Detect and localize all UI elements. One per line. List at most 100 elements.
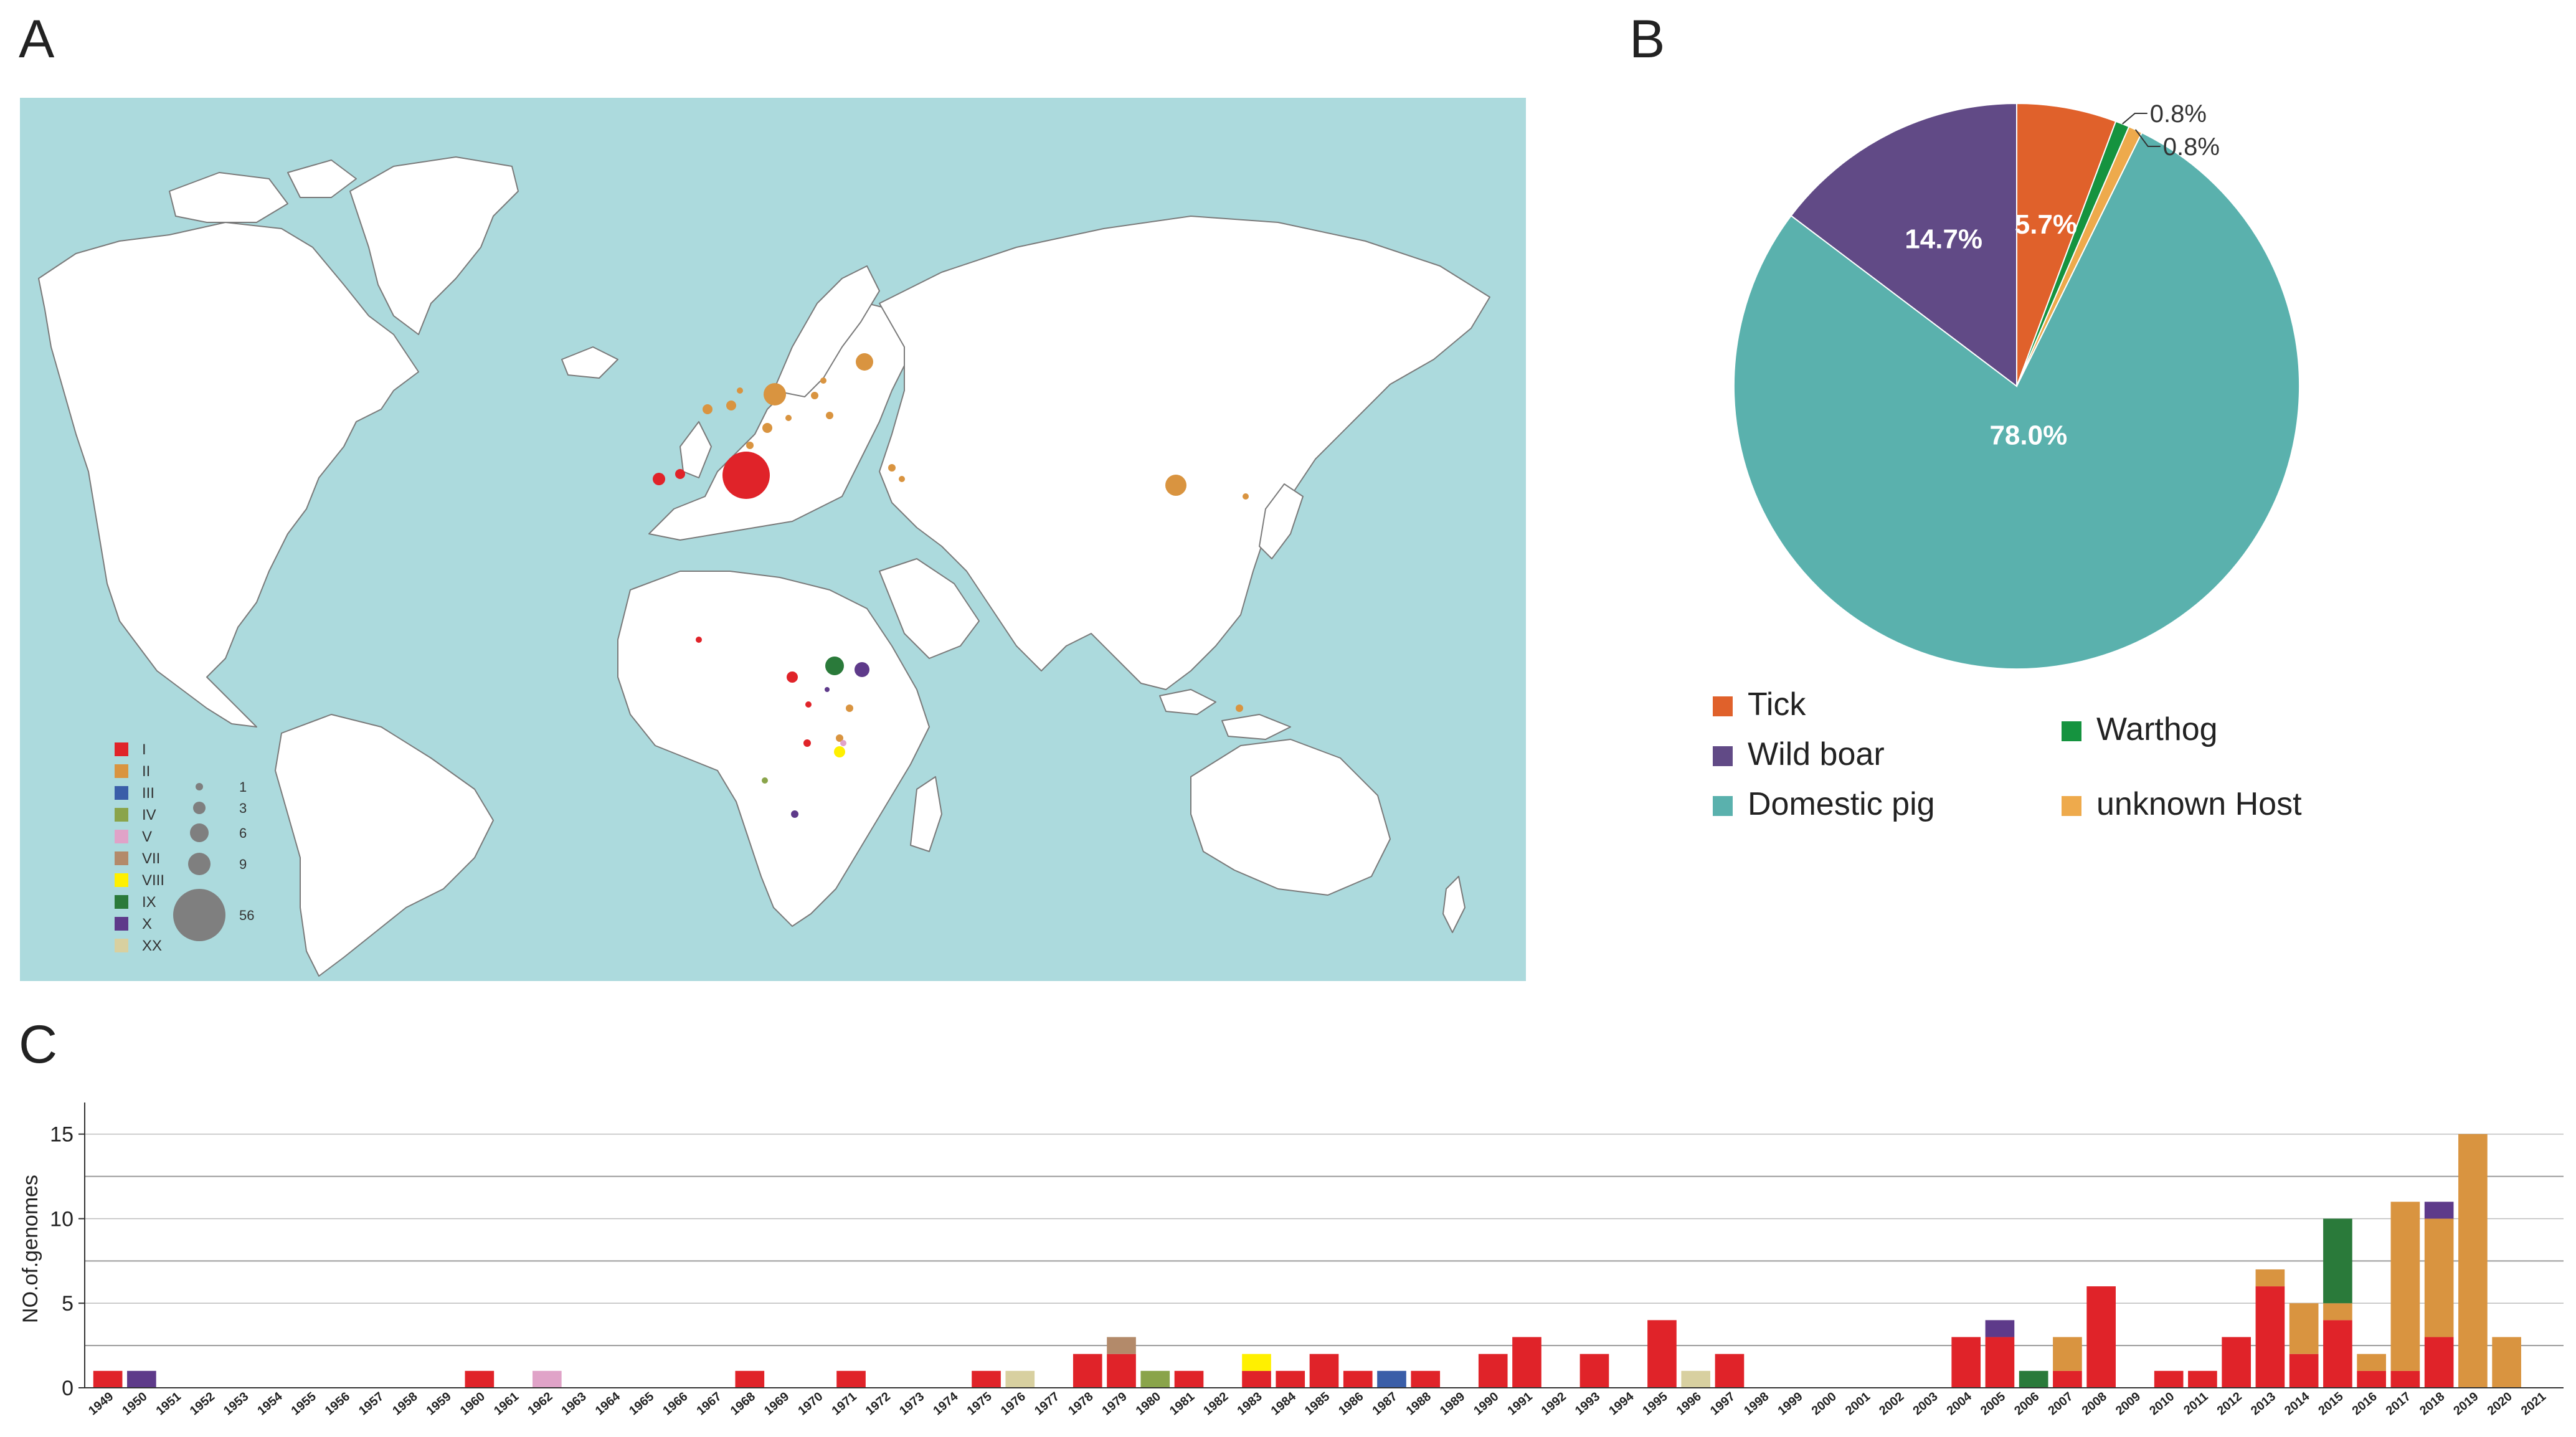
land-north-america [38,222,419,728]
x-tick-label: 1971 [830,1390,859,1418]
bar-segment-1975-i [972,1370,1001,1388]
legend-label-x: X [142,916,152,932]
bar-segment-1962-v [533,1370,562,1388]
x-tick-label: 1990 [1471,1390,1501,1418]
x-tick-label: 1949 [86,1390,116,1418]
x-tick-label: 1978 [1066,1390,1096,1418]
y-axis-label: NO.of.genomes [19,1175,42,1323]
x-tick-label: 2015 [2316,1390,2346,1418]
land-south-america [275,714,494,977]
x-tick-label: 2013 [2248,1390,2278,1418]
pie-slices [1733,102,2300,670]
outbreak-marker-ii [785,415,792,421]
x-tick-label: 1958 [390,1390,420,1418]
pie-legend-label: unknown Host [2096,786,2302,822]
pie-legend-label: Warthog [2096,711,2218,747]
x-tick-label: 1951 [154,1390,184,1418]
x-tick-label: 1999 [1775,1390,1805,1418]
pie-slice-wild-boar [1790,102,2017,388]
legend-label-ix: IX [142,894,156,911]
x-tick-label: 1965 [627,1390,656,1418]
x-tick-label: 1996 [1674,1390,1704,1418]
bar-segment-1984-i [1276,1370,1305,1388]
pie-legend-swatch [2062,721,2081,741]
bar-segment-2016-i [2357,1370,2386,1388]
x-tick-label: 1989 [1437,1390,1467,1418]
world-map-panel: I II III IV V VII VIII IX X XX 1 3 6 9 56 [20,98,1526,981]
outbreak-marker-ii [888,464,896,472]
land-asia [879,216,1490,690]
legend-swatch-iv [115,808,128,822]
pie-legend-swatch [1713,746,1733,766]
outbreak-marker-ii [764,383,786,405]
outbreak-marker-ii [726,401,736,410]
outbreak-marker-ii [820,377,826,384]
legend-swatch-i [115,742,128,756]
x-tick-label: 2011 [2181,1390,2210,1418]
x-tick-label: 2008 [2080,1390,2110,1418]
size-legend-circle [190,823,209,842]
outbreak-marker-ii [1243,493,1249,500]
legend-label-vii: VII [142,850,160,867]
legend-swatch-viii [115,873,128,887]
legend-swatch-ix [115,895,128,909]
bar-segment-2011-i [2188,1370,2217,1388]
x-tick-label: 1970 [795,1390,825,1418]
land-arabia [879,558,980,659]
x-tick-label: 1954 [255,1389,285,1418]
x-tick-label: 2006 [2012,1390,2042,1418]
bar-segment-1991-i [1512,1337,1541,1388]
x-tick-label: 2019 [2451,1390,2481,1418]
pie-label-domestic-pig: 78.0% [1989,420,2067,451]
pie-slice-domestic-pig [1733,131,2300,670]
bar-segment-2007-i [2053,1370,2082,1388]
outbreak-marker-ii [737,387,743,394]
x-tick-label: 1973 [897,1390,927,1418]
x-tick-label: 1979 [1100,1390,1130,1418]
x-tick-label: 2000 [1809,1390,1839,1418]
x-tick-label: 1994 [1606,1389,1637,1418]
land-british-isles [680,421,712,478]
bar-segment-1985-i [1309,1354,1339,1388]
outbreak-marker-ii [856,353,873,371]
outbreak-marker-ii [762,423,772,433]
land-masses [38,156,1490,977]
bar-segment-1993-i [1579,1354,1609,1388]
x-tick-label: 1985 [1302,1390,1332,1418]
bar-segment-2020-ii [2492,1337,2521,1388]
x-tick-label: 1983 [1234,1390,1264,1418]
x-tick-label: 2017 [2384,1390,2413,1418]
y-tick-label: 10 [50,1207,73,1231]
x-tick-label: 1966 [660,1390,690,1418]
outbreak-marker-ii [746,442,754,449]
x-tick-label: 1950 [120,1390,149,1418]
x-tick-label: 2004 [1944,1389,1975,1418]
y-tick-label: 0 [62,1377,73,1400]
x-tick-label: 1952 [187,1390,217,1418]
bar-segment-2017-i [2390,1370,2420,1388]
outbreak-marker-i [675,469,685,479]
bar-segment-1986-i [1343,1370,1373,1388]
outbreak-marker-ix [825,657,844,675]
bar-segment-1990-i [1478,1354,1508,1388]
outbreak-marker-ii [1236,704,1243,712]
bar-segment-2018-i [2424,1337,2454,1388]
land-scandinavia [773,265,880,397]
bar-segment-2018-ii [2424,1218,2454,1337]
bar-chart-panel: 0 5 10 15 1949 1950 1951 1952 1953 1954 1955 1956 19… [0,1078,2576,1434]
outbreak-marker-v [840,740,846,746]
size-legend-circle [196,783,203,790]
pie-legend-swatch [2062,796,2081,816]
land-arctic-islands [169,172,288,223]
bar-segment-2006-ix [2019,1370,2048,1388]
size-legend-circle [193,802,206,814]
bar-segment-1980-iv [1140,1370,1170,1388]
x-tick-label: 2018 [2417,1390,2447,1418]
bar-gridlines [85,1133,2564,1388]
x-tick-label: 1969 [762,1390,792,1418]
bar-segment-2015-ix [2323,1218,2352,1304]
bar-segment-1995-i [1647,1320,1677,1388]
bar-segment-1987-iii [1377,1370,1406,1388]
bar-stacks [93,1134,2521,1388]
